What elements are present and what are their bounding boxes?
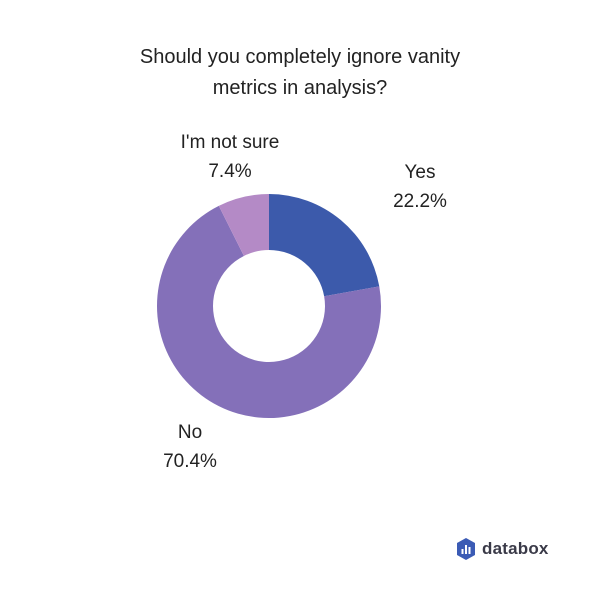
databox-logo-icon [457,538,475,560]
chart-title-line-2: metrics in analysis? [212,77,388,99]
label-not-sure-name: I'm not sure [180,132,280,153]
label-not-sure-value: 7.4% [208,161,252,182]
slice-no [156,205,381,418]
slice-not-sure [218,194,269,256]
label-no-value: 70.4% [163,451,217,472]
label-no: No 70.4% [150,418,230,476]
label-yes-value: 22.2% [393,191,447,212]
databox-brand: databox [456,538,549,560]
databox-wordmark: databox [482,539,549,558]
chart-title: Should you completely ignore vanity metr… [0,42,600,104]
label-not-sure: I'm not sure 7.4% [160,128,300,186]
label-yes-name: Yes [404,162,436,183]
slice-yes [269,194,380,297]
label-yes: Yes 22.2% [370,158,470,216]
chart-title-line-1: Should you completely ignore vanity [139,46,461,68]
label-no-name: No [177,422,203,443]
